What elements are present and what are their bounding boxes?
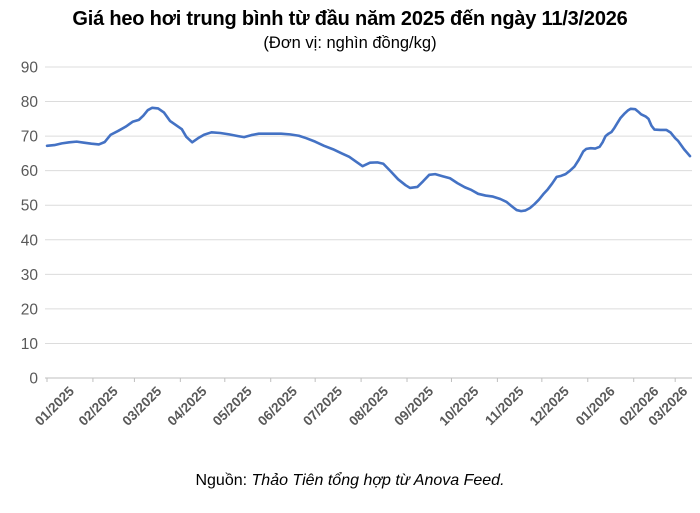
y-tick-label: 30 (21, 267, 39, 284)
x-tick-label: 01/2026 (573, 383, 618, 428)
source-note: Nguồn: Thảo Tiên tổng hợp từ Anova Feed. (0, 472, 700, 490)
chart-unit-subtitle: (Đơn vị: nghìn đồng/kg) (263, 34, 437, 52)
chart-page: Giá heo hơi trung bình từ đầu năm 2025 đ… (0, 8, 700, 490)
y-tick-label: 40 (21, 232, 39, 249)
x-tick-label: 07/2025 (300, 383, 345, 428)
source-prefix-label: Nguồn: (195, 472, 248, 489)
source-credit-text: Thảo Tiên tổng hợp từ Anova Feed. (251, 472, 505, 489)
chart-area: 0 10 20 30 40 50 60 70 80 90 01/2025 02/2025 03/2025… (0, 54, 700, 454)
x-tick-label: 04/2025 (165, 383, 210, 428)
x-tick-label: 01/2025 (32, 383, 77, 428)
price-line (45, 106, 692, 213)
x-tick-label: 03/2025 (119, 383, 164, 428)
y-tick-label: 70 (21, 129, 39, 146)
x-tick-label: 09/2025 (391, 383, 436, 428)
x-tick-label: 12/2025 (527, 383, 572, 428)
y-tick-label: 0 (29, 371, 38, 388)
x-tick-label: 08/2025 (346, 383, 391, 428)
y-tick-label: 10 (21, 336, 39, 353)
y-tick-label: 90 (21, 60, 39, 77)
y-tick-label: 20 (21, 301, 39, 318)
x-tick-label: 06/2025 (255, 383, 300, 428)
y-tick-label: 50 (21, 198, 39, 215)
x-tick-label: 05/2025 (210, 383, 255, 428)
x-tick-label: 11/2025 (482, 383, 527, 428)
x-tick-label: 02/2025 (76, 383, 121, 428)
chart-title: Giá heo hơi trung bình từ đầu năm 2025 đ… (72, 8, 628, 30)
x-tick-label: 10/2025 (436, 383, 481, 428)
y-tick-label: 60 (21, 163, 39, 180)
price-line-chart: 0 10 20 30 40 50 60 70 80 90 01/202502/202503/2025… (21, 60, 692, 429)
y-tick-label: 80 (21, 94, 39, 111)
